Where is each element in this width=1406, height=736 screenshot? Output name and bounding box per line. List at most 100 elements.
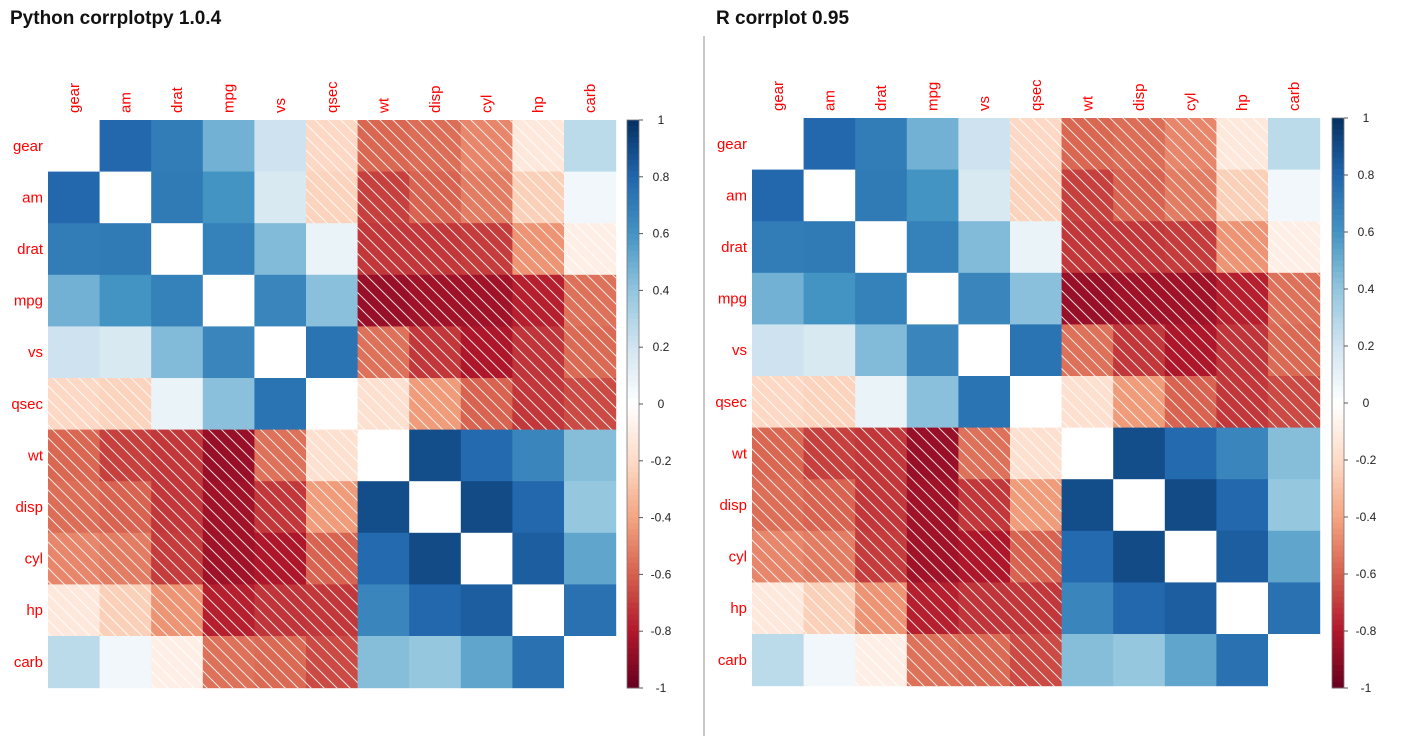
colorbar-segment (627, 290, 639, 297)
cell-mpg-qsec (1010, 272, 1063, 325)
colorbar-segment (1332, 425, 1344, 432)
row-label-gear: gear (717, 136, 747, 153)
cell-hatch-drat-hp (512, 223, 565, 276)
colorbar-segment (627, 256, 639, 263)
colorbar-segment (627, 540, 639, 547)
cell-hatch-carb-mpg (202, 636, 255, 689)
col-label-mpg: mpg (221, 84, 238, 113)
cell-hatch-hp-am (803, 582, 856, 635)
cell-carb-gear (752, 634, 805, 687)
cell-hatch-cyl-mpg (906, 530, 959, 583)
colorbar-segment (1332, 385, 1344, 393)
colorbar-segment (627, 330, 639, 337)
colorbar-segment (627, 176, 639, 183)
cell-wt-wt (357, 429, 410, 482)
colorbar-segment (627, 120, 639, 127)
colorbar-segment (1332, 454, 1344, 461)
colorbar-segment (1332, 300, 1344, 307)
colorbar-segment (1332, 271, 1344, 279)
colorbar-segment (627, 472, 639, 479)
colorbar-segment (627, 432, 639, 439)
col-label-drat: drat (873, 84, 890, 111)
cell-carb-gear (48, 636, 101, 689)
colorbar-segment (627, 483, 639, 490)
cell-hatch-gear-qsec (306, 120, 359, 173)
colorbar-segment (1332, 232, 1344, 239)
colorbar-segment (1332, 249, 1344, 256)
colorbar-segment (627, 665, 639, 672)
colorbar-segment (1332, 209, 1344, 216)
colorbar-tick-label: 0 (658, 397, 665, 411)
col-label-hp: hp (1234, 94, 1251, 111)
colorbar-segment (1332, 431, 1344, 438)
colorbar-segment (1332, 619, 1344, 626)
cell-gear-mpg (202, 120, 255, 173)
cell-hatch-qsec-carb (1268, 376, 1321, 429)
colorbar-segment (627, 591, 639, 598)
cell-hatch-mpg-hp (512, 274, 565, 327)
colorbar-tick-label: 0.2 (1358, 339, 1375, 353)
row-label-hp: hp (26, 602, 43, 619)
col-label-mpg: mpg (925, 82, 942, 111)
cell-mpg-vs (958, 272, 1011, 325)
col-label-wt: wt (1079, 95, 1096, 112)
colorbar-segment (627, 398, 639, 405)
cell-hatch-hp-qsec (1010, 582, 1063, 635)
cell-hatch-drat-carb (1268, 221, 1321, 274)
col-label-carb: carb (1286, 82, 1303, 111)
cell-wt-hp (512, 429, 565, 482)
colorbar-segment (627, 244, 639, 252)
colorbar-segment (1332, 625, 1344, 632)
colorbar-segment (627, 619, 639, 627)
colorbar-tick-label: 0.8 (1358, 168, 1375, 182)
cell-qsec-vs (958, 376, 1011, 429)
row-label-drat: drat (721, 239, 748, 256)
colorbar-segment (1332, 539, 1344, 546)
colorbar-segment (1332, 186, 1344, 193)
colorbar-segment (1332, 613, 1344, 621)
colorbar-segment (627, 511, 639, 519)
cell-hatch-hp-vs (958, 582, 1011, 635)
cell-hatch-gear-disp (409, 120, 462, 173)
cell-qsec-drat (855, 376, 908, 429)
colorbar-tick-label: 0.6 (653, 227, 670, 241)
cell-hp-disp (409, 584, 462, 637)
colorbar-tick-label: 1 (658, 113, 665, 127)
cell-hatch-mpg-wt (1061, 272, 1114, 325)
colorbar-segment (627, 494, 639, 502)
col-label-am: am (821, 90, 838, 111)
cell-hatch-mpg-disp (1113, 272, 1166, 325)
cell-hatch-carb-drat (151, 636, 204, 689)
cell-drat-am (803, 221, 856, 274)
colorbar-segment (627, 608, 639, 615)
cell-carb-am (99, 636, 152, 689)
cell-wt-carb (564, 429, 617, 482)
colorbar-segment (627, 307, 639, 314)
cell-carb-hp (1216, 634, 1269, 687)
colorbar-segment (1332, 226, 1344, 233)
colorbar-segment (1332, 659, 1344, 666)
row-label-disp: disp (15, 499, 43, 516)
colorbar-segment (627, 602, 639, 609)
cell-hatch-am-wt (357, 171, 410, 224)
colorbar-segment (1332, 140, 1344, 147)
colorbar-segment (1332, 254, 1344, 261)
cell-wt-wt (1061, 427, 1114, 480)
cell-hatch-wt-vs (254, 429, 307, 482)
colorbar-segment (1332, 545, 1344, 552)
colorbar-segment (627, 352, 639, 360)
cell-mpg-mpg (202, 274, 255, 327)
cell-hatch-mpg-disp (409, 274, 462, 327)
colorbar-segment (627, 551, 639, 558)
col-label-vs: vs (272, 98, 289, 113)
colorbar-segment (1332, 260, 1344, 267)
cell-hatch-cyl-gear (48, 532, 101, 585)
colorbar-segment (627, 182, 639, 189)
cell-hatch-vs-hp (512, 326, 565, 379)
cell-vs-mpg (906, 324, 959, 377)
cell-hatch-carb-qsec (306, 636, 359, 689)
cell-mpg-qsec (306, 274, 359, 327)
colorbar-segment (627, 455, 639, 462)
cell-hatch-carb-vs (254, 636, 307, 689)
colorbar-segment (627, 489, 639, 496)
